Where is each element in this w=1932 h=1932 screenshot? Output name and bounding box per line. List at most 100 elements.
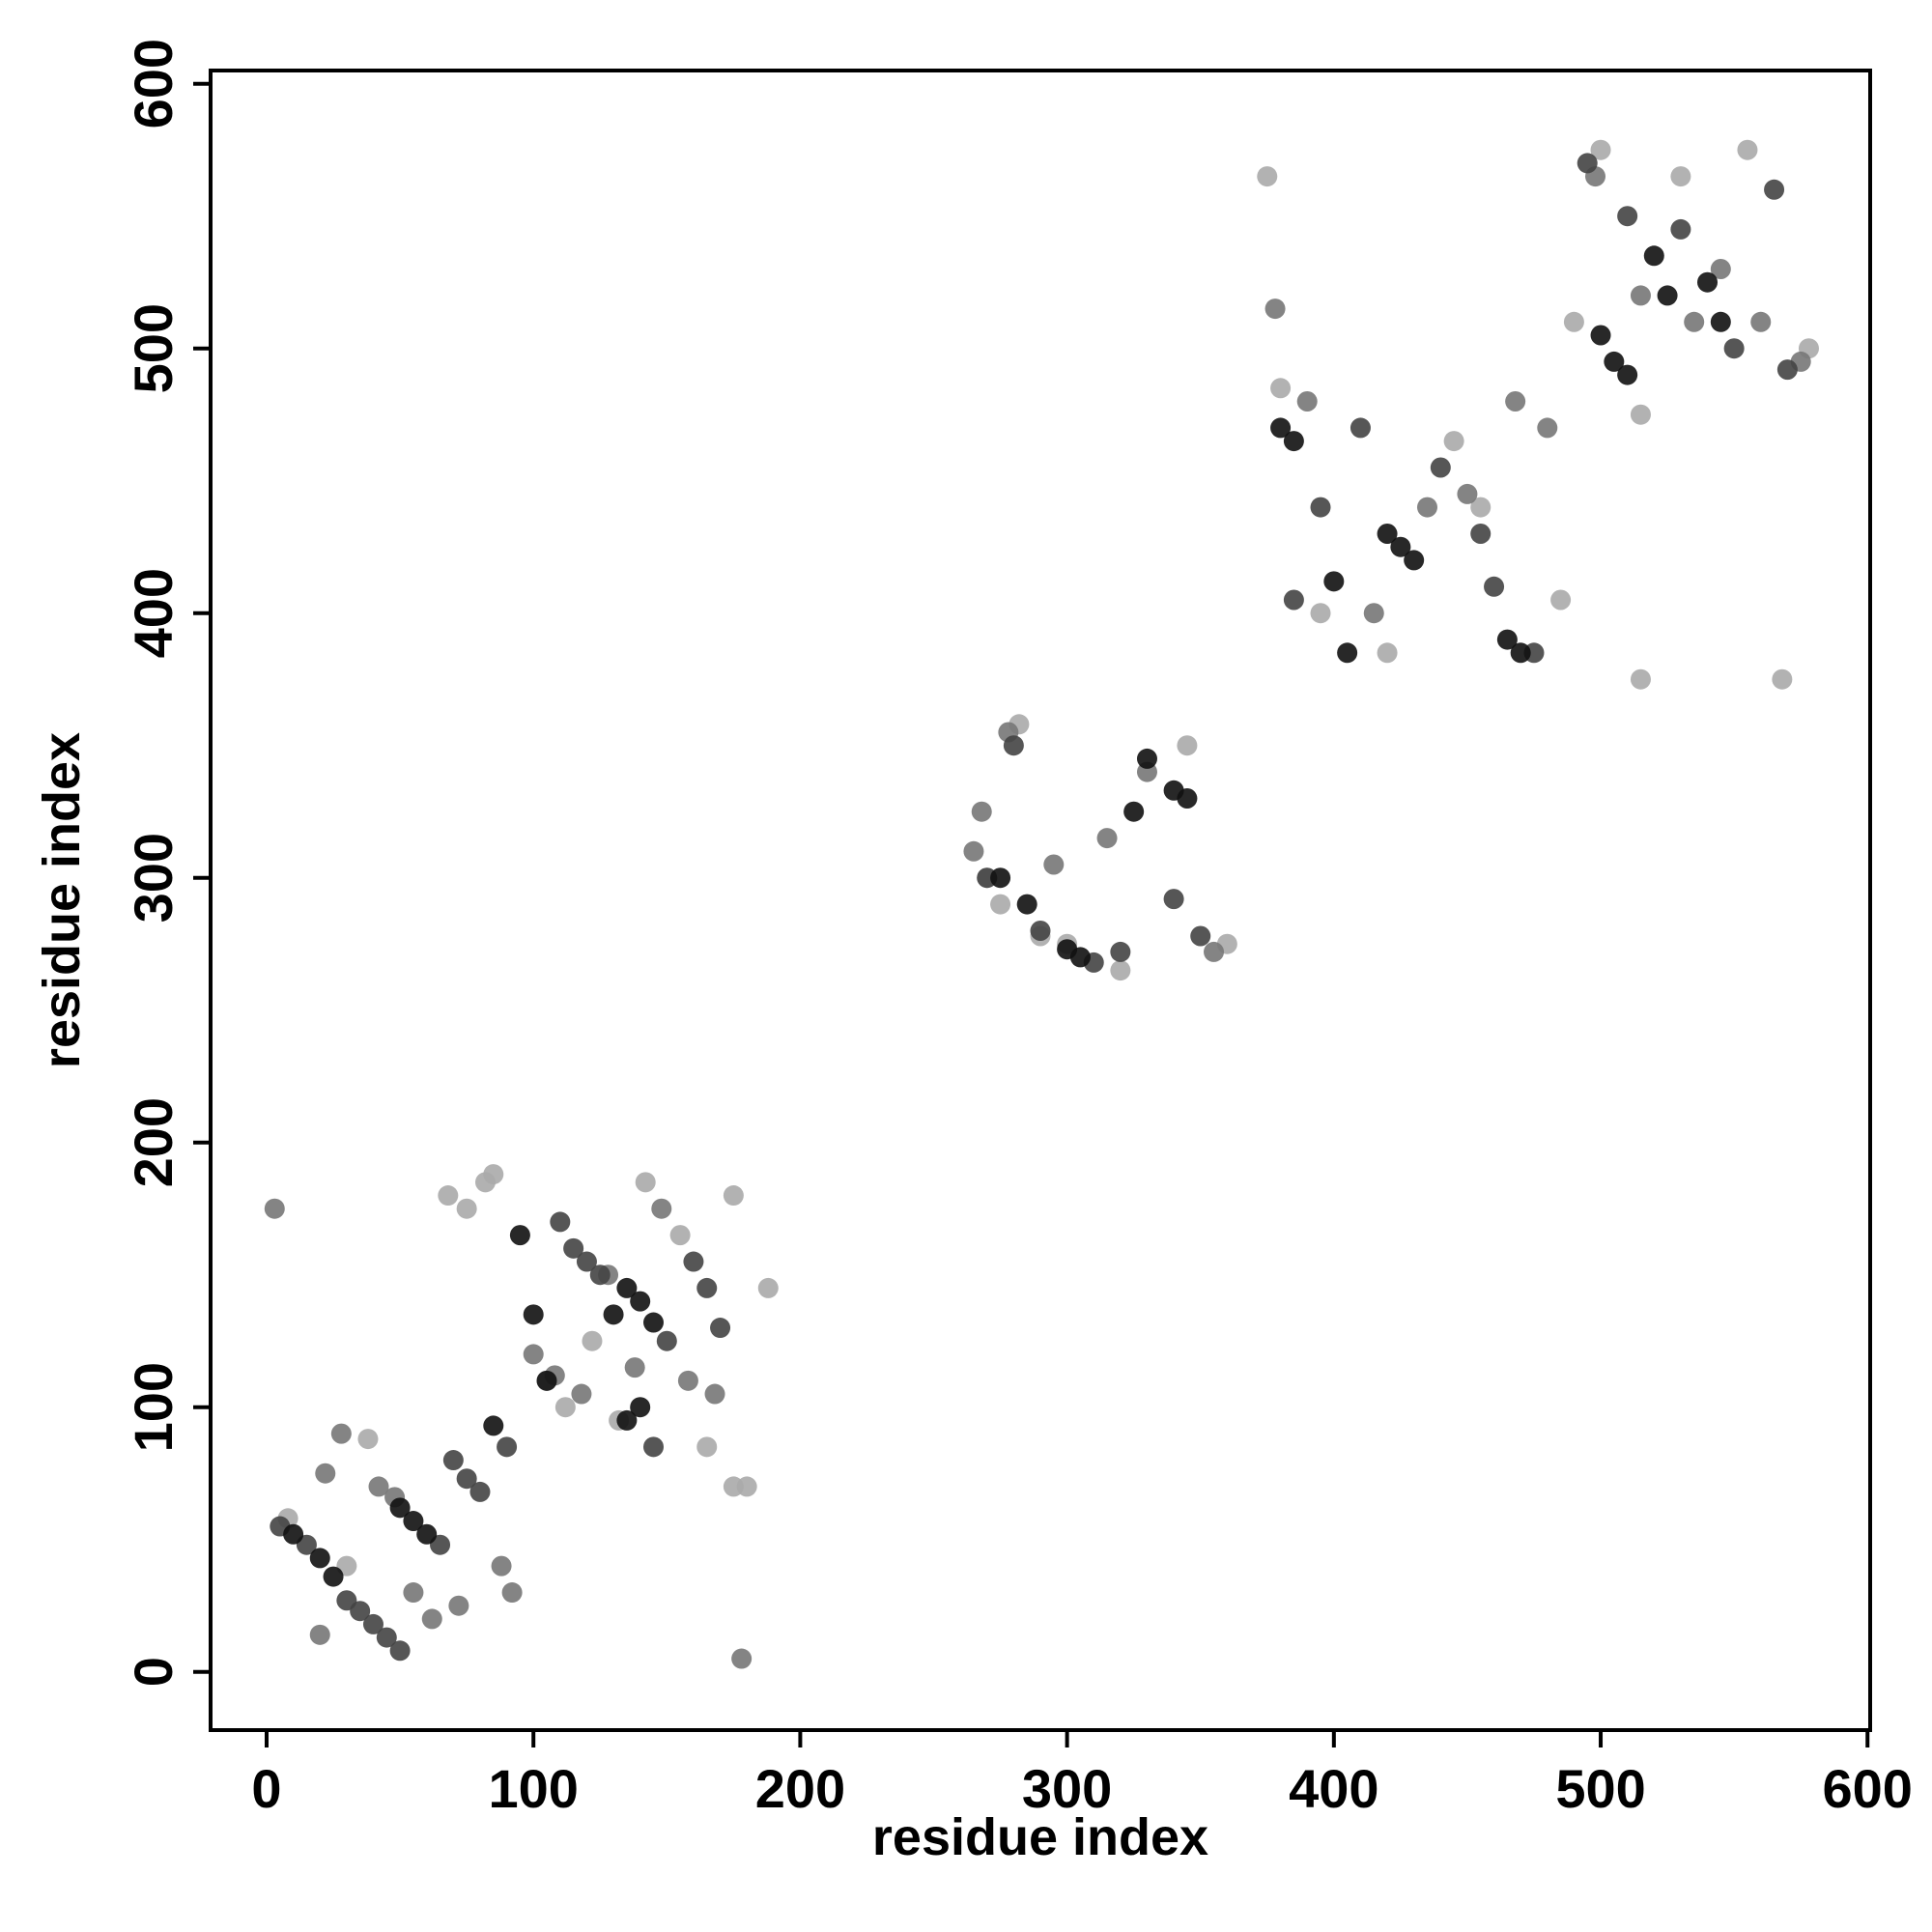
- point: [456, 1198, 477, 1219]
- point: [1270, 378, 1292, 399]
- point: [1264, 298, 1286, 320]
- x-tick-label: 100: [488, 1758, 578, 1819]
- x-tick-label: 400: [1289, 1758, 1378, 1819]
- point: [323, 1566, 344, 1587]
- x-tick-label: 500: [1555, 1758, 1645, 1819]
- point: [1003, 735, 1024, 756]
- point: [1163, 889, 1184, 910]
- point: [1670, 166, 1691, 187]
- point: [1283, 589, 1304, 611]
- point: [1470, 524, 1492, 545]
- point: [1416, 497, 1437, 518]
- point: [1296, 391, 1318, 412]
- point: [1043, 854, 1065, 875]
- point: [483, 1415, 504, 1436]
- point: [643, 1312, 665, 1333]
- point: [990, 867, 1011, 889]
- y-tick-label: 200: [123, 1097, 184, 1187]
- point: [1310, 497, 1331, 518]
- point: [603, 1304, 624, 1325]
- point: [731, 1648, 753, 1669]
- y-axis-label: residue index: [33, 732, 91, 1068]
- y-tick-label: 100: [123, 1362, 184, 1452]
- point: [1110, 960, 1131, 981]
- point: [448, 1595, 469, 1616]
- point: [438, 1185, 459, 1207]
- point: [421, 1608, 442, 1630]
- point: [651, 1198, 672, 1219]
- point: [1323, 571, 1345, 592]
- point: [416, 1523, 438, 1545]
- point: [315, 1463, 336, 1484]
- point: [1110, 941, 1131, 962]
- point: [1710, 311, 1731, 332]
- point: [1604, 351, 1625, 372]
- point: [1750, 311, 1772, 332]
- point: [963, 840, 984, 862]
- point: [1069, 947, 1091, 968]
- point: [669, 1225, 691, 1246]
- point: [624, 1357, 645, 1378]
- x-tick-label: 300: [1022, 1758, 1112, 1819]
- x-tick-label: 200: [755, 1758, 845, 1819]
- point: [1484, 576, 1505, 597]
- point: [1630, 668, 1651, 690]
- point: [1123, 801, 1145, 822]
- point: [616, 1277, 638, 1298]
- point: [330, 1423, 352, 1444]
- point: [501, 1582, 523, 1604]
- point: [389, 1497, 411, 1519]
- x-tick-label: 600: [1823, 1758, 1913, 1819]
- point: [696, 1436, 718, 1458]
- y-tick-label: 600: [123, 39, 184, 128]
- point: [1377, 524, 1398, 545]
- point: [1016, 894, 1037, 915]
- point: [1404, 550, 1425, 571]
- point: [710, 1318, 731, 1339]
- point: [1283, 431, 1304, 452]
- point: [1363, 603, 1384, 624]
- point: [1617, 364, 1638, 385]
- point: [1723, 338, 1745, 359]
- point: [683, 1251, 704, 1272]
- point: [656, 1330, 677, 1351]
- point: [1136, 748, 1157, 769]
- point: [696, 1277, 718, 1298]
- point: [1430, 457, 1451, 478]
- point: [1030, 921, 1051, 942]
- point: [350, 1601, 371, 1622]
- point: [677, 1370, 698, 1391]
- point: [643, 1436, 665, 1458]
- point: [723, 1476, 744, 1497]
- point: [550, 1211, 571, 1233]
- point: [1377, 642, 1398, 664]
- y-tick-label: 500: [123, 303, 184, 393]
- y-tick-label: 0: [123, 1657, 184, 1687]
- point: [1337, 642, 1358, 664]
- point: [309, 1548, 330, 1569]
- point: [616, 1409, 638, 1431]
- point: [469, 1481, 491, 1502]
- point: [376, 1627, 397, 1648]
- x-tick-label: 0: [251, 1758, 281, 1819]
- point: [483, 1164, 504, 1185]
- point: [403, 1582, 424, 1604]
- point: [357, 1429, 379, 1450]
- point: [1684, 311, 1705, 332]
- point: [1270, 417, 1292, 439]
- point: [1204, 941, 1225, 962]
- point: [635, 1172, 656, 1193]
- point: [523, 1304, 544, 1325]
- point: [523, 1344, 544, 1365]
- point: [497, 1436, 518, 1458]
- point: [757, 1277, 779, 1298]
- point: [704, 1383, 725, 1405]
- point: [1670, 218, 1691, 240]
- point: [1257, 166, 1278, 187]
- point: [1510, 642, 1531, 664]
- point: [1457, 483, 1478, 504]
- point: [1443, 431, 1464, 452]
- point: [362, 1613, 384, 1634]
- point: [509, 1225, 530, 1246]
